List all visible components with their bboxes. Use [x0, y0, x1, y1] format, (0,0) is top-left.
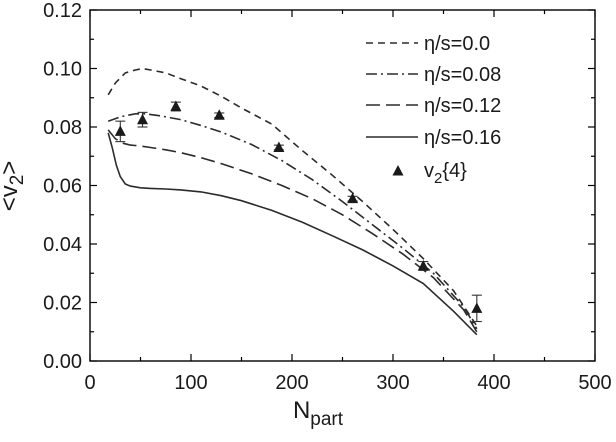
y-tick-label: 0.12 [43, 0, 82, 22]
y-tick-label: 0.10 [43, 59, 82, 81]
x-tick-label: 100 [174, 372, 207, 394]
x-tick-label: 400 [477, 372, 510, 394]
x-tick-label: 200 [275, 372, 308, 394]
y-tick-label: 0.08 [43, 117, 82, 139]
legend-label-0: η/s=0.0 [424, 33, 490, 55]
x-tick-label: 500 [578, 372, 611, 394]
legend-label-3: η/s=0.16 [424, 127, 501, 149]
series-lines [107, 67, 478, 336]
series-line-2 [107, 129, 478, 333]
data-point-marker [137, 113, 149, 125]
series-line-0 [107, 67, 478, 327]
y-axis: 0.00 0.02 0.04 0.06 0.08 0.10 0.12 [43, 0, 595, 373]
x-axis-title: Npart [293, 397, 344, 430]
x-tick-label: 0 [84, 372, 95, 394]
legend-label-points: v2{4} [424, 160, 467, 187]
data-point-marker [213, 109, 225, 120]
x-axis-title-main: N [293, 397, 310, 424]
legend-points-sub: 2 [434, 170, 442, 187]
y-tick-label: 0.00 [43, 351, 82, 373]
x-tick-label: 300 [376, 372, 409, 394]
data-point-marker [170, 100, 182, 112]
legend-label-1: η/s=0.08 [424, 64, 501, 86]
x-axis-title-sub: part [310, 409, 343, 430]
data-point-marker [114, 125, 126, 136]
x-axis: 0 100 200 300 400 500 [84, 10, 612, 394]
data-point-marker [273, 141, 285, 152]
legend: η/s=0.0 η/s=0.08 η/s=0.12 η/s=0.16 v2{4} [366, 33, 501, 187]
data-point-marker [347, 192, 359, 204]
legend-marker [392, 165, 404, 176]
y-tick-label: 0.02 [43, 293, 82, 315]
data-point-marker [471, 302, 483, 313]
y-tick-label: 0.04 [43, 234, 82, 256]
legend-points-main: v [424, 160, 434, 182]
data-points [114, 100, 483, 323]
axes [89, 9, 596, 362]
data-point-marker [417, 259, 429, 271]
y-tick-label: 0.06 [43, 176, 82, 198]
y-axis-title-sub: 2 [7, 175, 28, 186]
series-line-3 [107, 132, 478, 336]
y-axis-title-end: > [0, 161, 23, 175]
legend-points-end: {4} [442, 160, 467, 182]
series-line-1 [107, 113, 478, 330]
legend-label-2: η/s=0.12 [424, 95, 501, 117]
y-axis-title: <v2> [0, 161, 28, 212]
plot-frame [89, 9, 596, 362]
y-axis-title-main: <v [0, 185, 23, 211]
